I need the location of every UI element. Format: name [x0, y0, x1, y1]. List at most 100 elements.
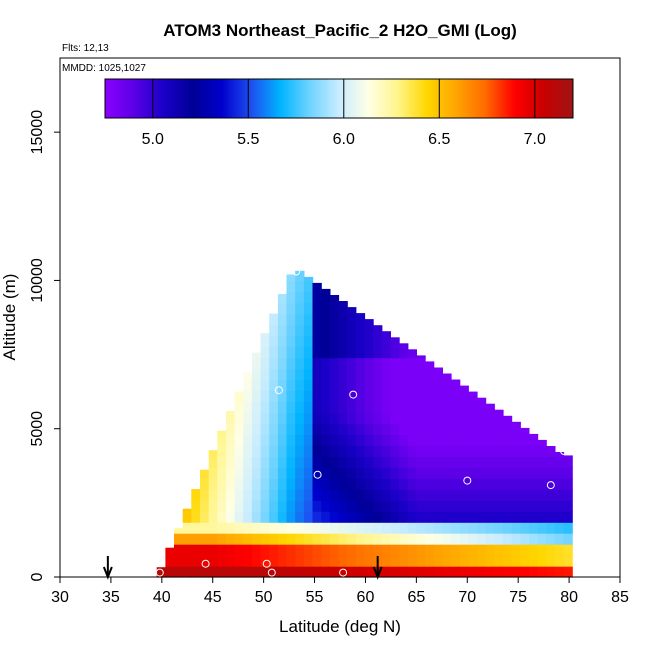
heatmap-cell [511, 544, 521, 556]
heatmap-cell [528, 533, 539, 545]
heatmap-cell [260, 522, 270, 534]
heatmap-cell [208, 467, 218, 479]
heatmap-cell [502, 544, 513, 556]
heatmap-cell [459, 511, 469, 523]
heatmap-cell [234, 456, 244, 468]
heatmap-cell [321, 489, 331, 501]
heatmap-cell [226, 500, 236, 512]
heatmap-cell [381, 511, 391, 523]
sample-point-circle [267, 568, 276, 577]
heatmap-cell [451, 555, 461, 567]
heatmap-cell [554, 544, 565, 556]
heatmap-cell [226, 467, 236, 479]
heatmap-cell [485, 533, 495, 545]
heatmap-cell [165, 555, 175, 567]
heatmap-cell [338, 401, 348, 413]
x-tick-label: 30 [51, 589, 69, 606]
heatmap-cell [321, 291, 331, 304]
heatmap-cell [355, 313, 366, 315]
heatmap-cell [347, 434, 357, 446]
heatmap-cell [407, 456, 417, 468]
heatmap-cell [502, 445, 513, 457]
x-axis-label: Latitude (deg N) [279, 617, 401, 636]
heatmap-cell [476, 401, 487, 413]
heatmap-cell [381, 434, 391, 446]
heatmap-cell [269, 555, 279, 567]
heatmap-cell [312, 379, 322, 392]
heatmap-cell [251, 500, 262, 512]
heatmap-cell [321, 434, 331, 446]
heatmap-cell [295, 401, 305, 413]
heatmap-cell [390, 566, 400, 578]
heatmap-cell [364, 566, 374, 578]
heatmap-cell [243, 555, 253, 567]
heatmap-cell [425, 566, 435, 578]
heatmap-cell [459, 423, 469, 435]
heatmap-cell [329, 346, 340, 359]
heatmap-cell [390, 533, 400, 545]
heatmap-cell [468, 467, 478, 479]
heatmap-cell [165, 547, 175, 556]
heatmap-cell [260, 533, 270, 545]
heatmap-cell [303, 511, 314, 523]
heatmap-cell [355, 390, 366, 403]
heatmap-cell [338, 434, 348, 446]
heatmap-cell [251, 445, 262, 457]
heatmap-cell [277, 489, 288, 501]
heatmap-cell [329, 368, 340, 381]
heatmap-cell [269, 368, 279, 381]
heatmap-cell [381, 331, 391, 337]
heatmap-cell [399, 522, 409, 534]
heatmap-cell [373, 379, 383, 392]
heatmap-cell [502, 566, 513, 578]
heatmap-cell [528, 478, 539, 490]
heatmap-cell [528, 522, 539, 534]
heatmap-cell [554, 452, 565, 457]
heatmap-cell [260, 566, 270, 578]
heatmap-cell [364, 544, 374, 556]
heatmap-cell [546, 446, 556, 457]
heatmap-cell [338, 324, 348, 337]
heatmap-cell [243, 467, 253, 479]
heatmap-cell [476, 489, 487, 501]
heatmap-cell [399, 346, 409, 359]
heatmap-cell [407, 401, 417, 413]
heatmap-cell [373, 368, 383, 381]
heatmap-cell [312, 500, 322, 512]
heatmap-cell [347, 390, 357, 403]
heatmap-cell [459, 434, 469, 446]
heatmap-cell [251, 412, 262, 424]
heatmap-cell [269, 335, 279, 348]
heatmap-cell [260, 368, 270, 381]
heatmap-cell [251, 555, 262, 567]
heatmap-cell [338, 445, 348, 457]
heatmap-cell [407, 423, 417, 435]
heatmap-cell [459, 456, 469, 468]
x-tick-label: 60 [357, 589, 375, 606]
heatmap-cell [303, 544, 314, 556]
heatmap-cell [321, 368, 331, 381]
heatmap-cell [217, 489, 227, 501]
heatmap-cell [347, 313, 357, 326]
heatmap-cell [321, 478, 331, 490]
heatmap-cell [234, 423, 244, 435]
heatmap-cell [364, 357, 374, 370]
heatmap-cell [442, 445, 452, 457]
heatmap-cell [433, 434, 443, 446]
heatmap-cell [303, 379, 314, 392]
heatmap-cell [554, 555, 565, 567]
heatmap-cell [511, 456, 521, 468]
heatmap-cell [338, 301, 348, 304]
heatmap-cell [303, 445, 314, 457]
heatmap-cell [442, 390, 452, 403]
heatmap-cell [373, 511, 383, 523]
heatmap-cell [208, 478, 218, 490]
heatmap-cell [234, 391, 244, 402]
heatmap-cell [277, 522, 288, 534]
heatmap-cell [329, 478, 340, 490]
heatmap-cell [321, 357, 331, 370]
heatmap-cell [520, 489, 530, 501]
heatmap-cell [321, 544, 331, 556]
heatmap-cell [459, 533, 469, 545]
colorbar-tick-label: 7.0 [524, 131, 546, 148]
